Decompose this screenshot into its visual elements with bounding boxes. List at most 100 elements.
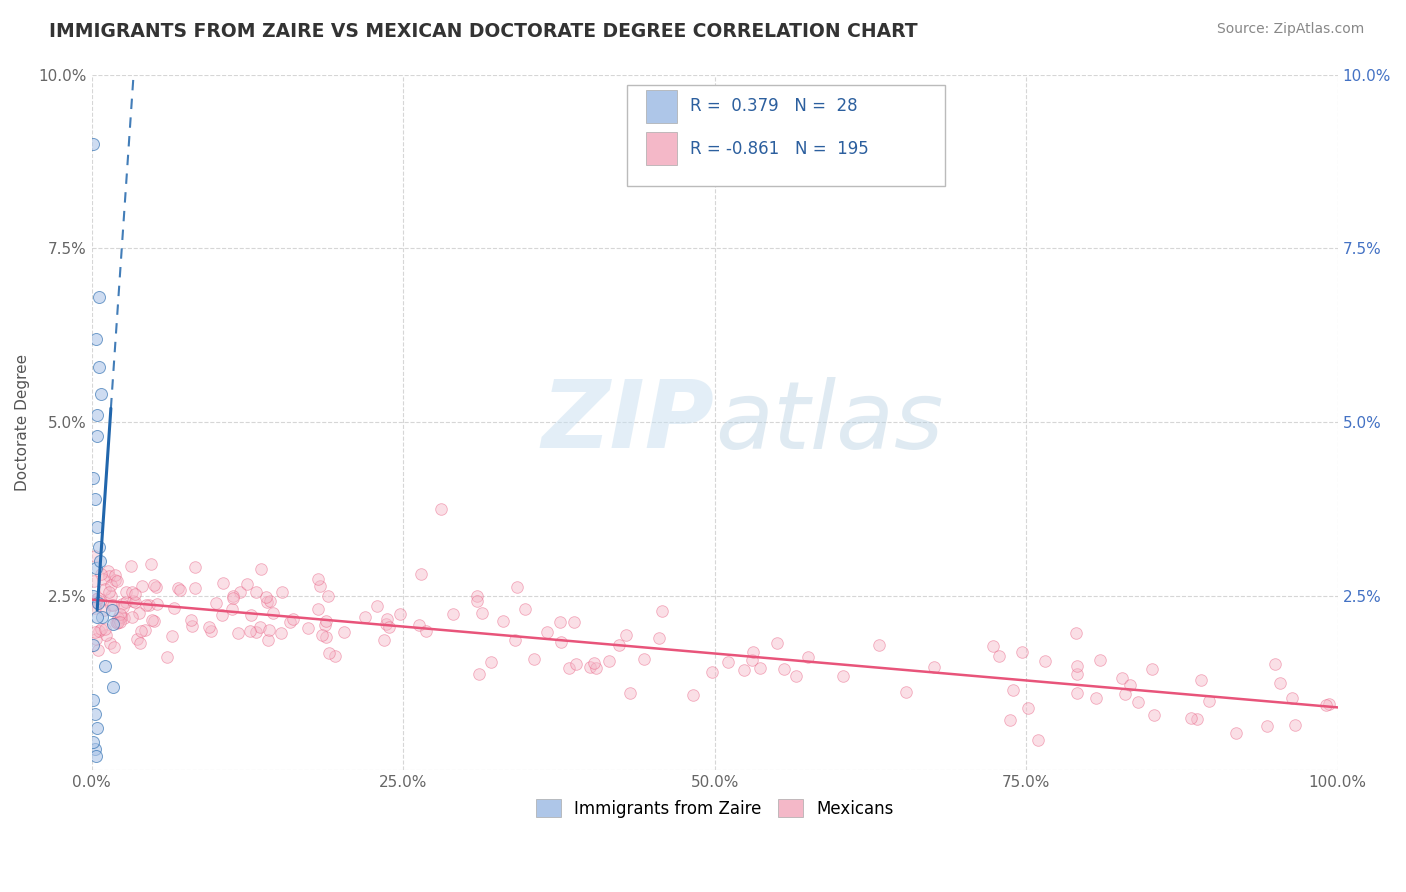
Point — [101, 616, 124, 631]
Point — [1066, 685, 1088, 699]
Point — [614, 628, 637, 642]
Point — [717, 656, 740, 670]
Point — [184, 559, 207, 574]
Point — [1284, 718, 1306, 732]
Point — [1066, 659, 1088, 673]
Point — [239, 624, 262, 639]
Point — [87, 596, 110, 610]
Point — [86, 409, 108, 423]
Point — [785, 669, 807, 683]
Point — [98, 584, 121, 599]
Legend: Immigrants from Zaire, Mexicans: Immigrants from Zaire, Mexicans — [529, 793, 900, 824]
Point — [114, 595, 136, 609]
Point — [83, 601, 105, 615]
Point — [375, 612, 398, 626]
Point — [598, 654, 620, 668]
Point — [1066, 666, 1088, 681]
Point — [90, 567, 112, 582]
Point — [1064, 626, 1087, 640]
Point — [89, 624, 111, 638]
Point — [86, 642, 108, 657]
Point — [89, 290, 111, 304]
Point — [1017, 701, 1039, 715]
Point — [236, 577, 259, 591]
Point — [333, 625, 356, 640]
Point — [104, 615, 127, 629]
Point — [90, 622, 112, 636]
Point — [411, 566, 433, 581]
Y-axis label: Doctorate Degree: Doctorate Degree — [15, 354, 30, 491]
Point — [112, 600, 135, 615]
Point — [100, 589, 122, 603]
Point — [270, 585, 292, 599]
Point — [1180, 711, 1202, 725]
Point — [1256, 719, 1278, 733]
Point — [245, 585, 267, 599]
Point — [515, 602, 537, 616]
Point — [124, 587, 146, 601]
Point — [200, 624, 222, 639]
Point — [156, 650, 179, 665]
Point — [82, 137, 104, 152]
Point — [84, 592, 107, 607]
Point — [163, 600, 186, 615]
Point — [128, 606, 150, 620]
Point — [160, 629, 183, 643]
Point — [378, 620, 401, 634]
Point — [91, 610, 114, 624]
Point — [105, 616, 128, 631]
Point — [307, 572, 329, 586]
Point — [86, 429, 108, 443]
Point — [366, 599, 388, 613]
Point — [429, 502, 451, 516]
Point — [562, 615, 585, 629]
Point — [240, 607, 263, 622]
Point — [134, 623, 156, 637]
Point — [682, 688, 704, 702]
Text: atlas: atlas — [714, 376, 943, 467]
Point — [82, 589, 104, 603]
Point — [772, 662, 794, 676]
Point — [565, 657, 588, 671]
Point — [1111, 671, 1133, 685]
Point — [93, 603, 115, 617]
Point — [145, 580, 167, 594]
Point — [249, 620, 271, 634]
Point — [83, 625, 105, 640]
Point — [250, 562, 273, 576]
Point — [1001, 683, 1024, 698]
FancyBboxPatch shape — [647, 90, 678, 123]
Point — [100, 578, 122, 592]
Text: ZIP: ZIP — [541, 376, 714, 468]
Text: R =  0.379   N =  28: R = 0.379 N = 28 — [690, 97, 858, 115]
Point — [506, 580, 529, 594]
Point — [104, 573, 127, 587]
Point — [316, 589, 339, 603]
Point — [868, 638, 890, 652]
Point — [124, 595, 146, 609]
Point — [86, 591, 108, 605]
Point — [270, 626, 292, 640]
Point — [129, 624, 152, 638]
Point — [988, 649, 1011, 664]
Point — [101, 603, 124, 617]
Point — [479, 655, 502, 669]
Point — [139, 557, 162, 571]
Point — [141, 613, 163, 627]
Point — [229, 585, 252, 599]
Point — [212, 575, 235, 590]
Point — [297, 621, 319, 635]
Point — [98, 636, 121, 650]
Point — [998, 713, 1021, 727]
Point — [97, 564, 120, 578]
Point — [1085, 691, 1108, 706]
Point — [314, 618, 336, 632]
Point — [375, 617, 398, 632]
Point — [101, 680, 124, 694]
Point — [1126, 694, 1149, 708]
Point — [94, 658, 117, 673]
Point — [84, 561, 107, 575]
Point — [104, 568, 127, 582]
Point — [408, 618, 430, 632]
Point — [315, 614, 337, 628]
